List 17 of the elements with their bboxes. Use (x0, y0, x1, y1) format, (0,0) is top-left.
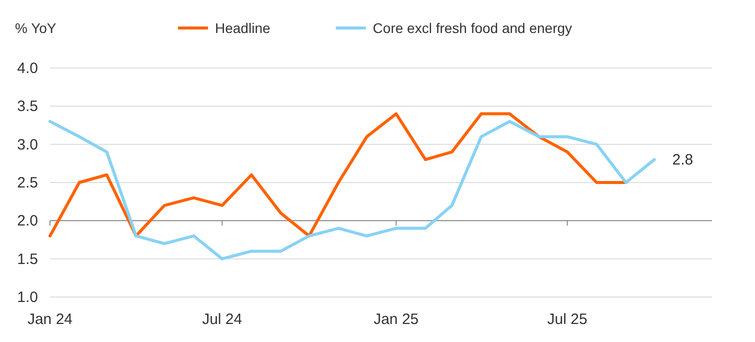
y-tick-label: 1.5 (17, 250, 38, 268)
y-tick-label: 1.0 (17, 289, 38, 306)
legend-label: Core excl fresh food and energy (372, 20, 572, 36)
x-tick-label: Jul 25 (547, 311, 588, 328)
legend-label: Headline (215, 20, 270, 36)
y-tick-label: 2.5 (17, 174, 38, 192)
line-series (48, 112, 628, 238)
y-tick-label: 2.0 (17, 212, 38, 230)
annotation: 2.8 (672, 152, 694, 169)
y-tick-label: 4.0 (17, 60, 38, 77)
y-axis-title: % YoY (15, 20, 57, 36)
x-tick-label: Jan 25 (374, 311, 419, 328)
y-tick-label: 3.0 (17, 136, 38, 154)
line-series (48, 120, 656, 260)
x-tick-label: Jul 24 (202, 311, 242, 328)
y-tick-label: 3.5 (17, 98, 38, 116)
x-tick-label: Jan 24 (27, 311, 73, 328)
